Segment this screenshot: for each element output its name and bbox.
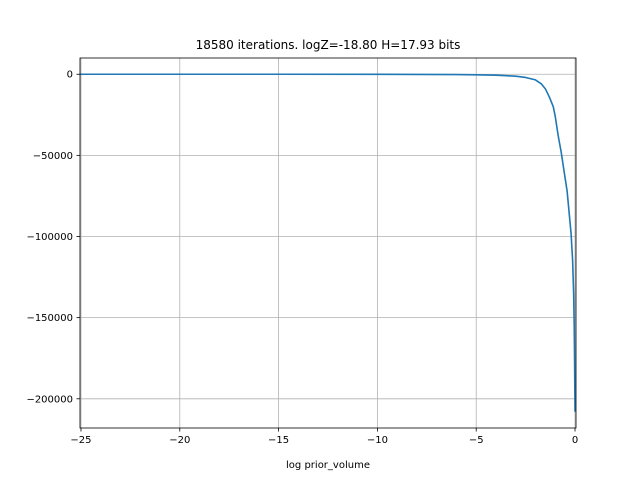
y-axis-ticks: 0 −50000 −100000 −150000 −200000 <box>26 70 80 405</box>
x-tick-label: −15 <box>268 435 289 446</box>
x-axis-label: log prior_volume <box>286 460 370 471</box>
x-tick-label: −25 <box>70 435 91 446</box>
x-tick-label: 0 <box>572 435 578 446</box>
chart-title: 18580 iterations. logZ=-18.80 H=17.93 bi… <box>196 38 461 52</box>
series-layer <box>80 73 576 412</box>
y-tick-label: −100000 <box>26 232 73 243</box>
y-tick-label: −200000 <box>26 394 73 405</box>
x-axis-ticks: −25 −20 −15 −10 −5 0 <box>70 428 578 446</box>
y-tick-label: 0 <box>67 70 73 81</box>
y-tick-label: −150000 <box>26 313 73 324</box>
series-line <box>80 73 576 412</box>
x-tick-label: −10 <box>367 435 388 446</box>
y-tick-label: −50000 <box>33 151 73 162</box>
x-tick-label: −20 <box>169 435 190 446</box>
x-tick-label: −5 <box>469 435 484 446</box>
plot-frame <box>79 57 577 429</box>
